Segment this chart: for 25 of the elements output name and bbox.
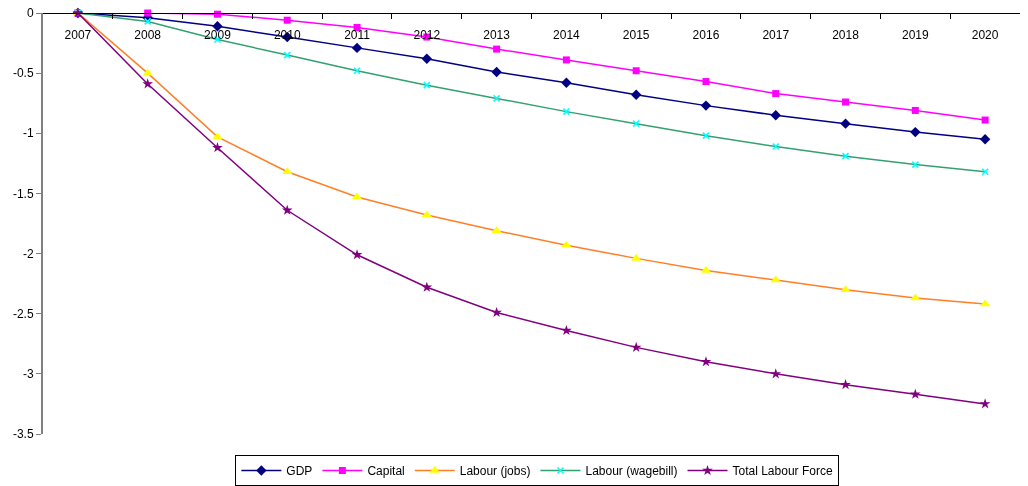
x-tick-label: 2020	[971, 28, 999, 43]
y-tick-label: -1.5	[12, 186, 34, 201]
legend-label: Labour (wagebill)	[585, 464, 678, 479]
x-tick-label: 2007	[64, 28, 92, 43]
y-tick-label: -3	[22, 367, 34, 382]
x-tick-label: 2013	[483, 28, 511, 43]
y-tick-label: -0.5	[12, 66, 34, 81]
x-tick-label: 2009	[204, 28, 232, 43]
legend-label: GDP	[286, 464, 313, 479]
x-tick-label: 2011	[344, 28, 371, 43]
y-tick-label: -2.5	[12, 306, 34, 321]
x-tick-label: 2016	[692, 28, 720, 43]
x-tick-label: 2015	[622, 28, 650, 43]
x-tick-label: 2017	[762, 28, 790, 43]
x-tick-label: 2014	[553, 28, 581, 43]
y-tick-label: -2	[22, 246, 34, 261]
y-tick-label: -1	[22, 126, 34, 141]
x-tick-label: 2008	[134, 28, 162, 43]
legend-label: Capital	[367, 464, 405, 479]
legend-label: Total Labour Force	[732, 464, 833, 479]
x-tick-label: 2018	[832, 28, 860, 43]
y-tick-label: 0	[26, 6, 34, 21]
y-tick-label: -3.5	[12, 427, 34, 442]
x-tick-label: 2019	[901, 28, 929, 43]
legend-label: Labour (jobs)	[459, 464, 531, 479]
